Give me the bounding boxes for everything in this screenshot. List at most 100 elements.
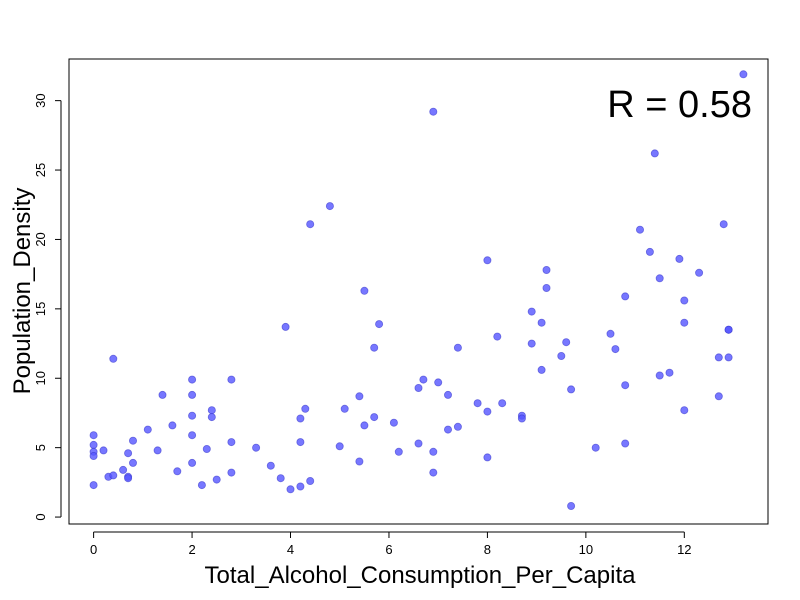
data-point xyxy=(429,468,438,477)
data-point xyxy=(296,414,305,423)
data-point xyxy=(158,390,167,399)
data-point xyxy=(355,457,364,466)
x-tick-label: 6 xyxy=(385,542,392,557)
x-tick-label: 12 xyxy=(677,542,691,557)
data-point xyxy=(473,399,482,408)
plot-frame xyxy=(68,58,769,525)
data-point xyxy=(567,385,576,394)
points-layer xyxy=(89,70,748,510)
data-point xyxy=(89,451,98,460)
data-point xyxy=(188,390,197,399)
data-point xyxy=(483,453,492,462)
data-point xyxy=(443,390,452,399)
data-point xyxy=(695,268,704,277)
data-point xyxy=(724,353,733,362)
data-point xyxy=(296,438,305,447)
data-point xyxy=(680,296,689,305)
data-point xyxy=(714,392,723,401)
data-point xyxy=(296,482,305,491)
data-point xyxy=(212,475,221,484)
data-point xyxy=(128,458,137,467)
data-point xyxy=(483,256,492,265)
data-point xyxy=(557,351,566,360)
y-axis-title: Population_Density xyxy=(9,188,36,395)
data-point xyxy=(188,458,197,467)
data-point xyxy=(227,468,236,477)
data-point xyxy=(645,247,654,256)
data-point xyxy=(188,375,197,384)
data-point xyxy=(394,447,403,456)
data-point xyxy=(89,440,98,449)
data-point xyxy=(197,481,206,490)
data-point xyxy=(306,476,315,485)
data-point xyxy=(650,149,659,158)
data-point xyxy=(153,446,162,455)
data-point xyxy=(340,404,349,413)
data-point xyxy=(606,329,615,338)
data-point xyxy=(621,439,630,448)
y-tick-label: 30 xyxy=(33,93,48,107)
data-point xyxy=(414,439,423,448)
data-point xyxy=(739,70,748,79)
data-point xyxy=(143,425,152,434)
data-point xyxy=(517,414,526,423)
data-point xyxy=(567,501,576,510)
data-point xyxy=(119,465,128,474)
x-tick-label: 0 xyxy=(90,542,97,557)
data-point xyxy=(483,407,492,416)
y-tick-label: 25 xyxy=(33,163,48,177)
data-point xyxy=(168,421,177,430)
data-point xyxy=(389,418,398,427)
data-point xyxy=(621,292,630,301)
correlation-annotation: R = 0.58 xyxy=(607,84,752,126)
data-point xyxy=(109,471,118,480)
data-point xyxy=(281,322,290,331)
data-point xyxy=(591,443,600,452)
data-point xyxy=(202,444,211,453)
data-point xyxy=(443,425,452,434)
data-point xyxy=(109,354,118,363)
data-point xyxy=(724,325,733,334)
data-point xyxy=(611,345,620,354)
data-point xyxy=(286,485,295,494)
data-point xyxy=(360,286,369,295)
data-point xyxy=(124,449,133,458)
x-tick-label: 10 xyxy=(579,542,593,557)
data-point xyxy=(89,481,98,490)
data-point xyxy=(419,375,428,384)
x-tick-label: 8 xyxy=(484,542,491,557)
data-point xyxy=(188,431,197,440)
data-point xyxy=(128,436,137,445)
data-point xyxy=(655,274,664,283)
data-point xyxy=(537,318,546,327)
data-point xyxy=(453,343,462,352)
data-point xyxy=(493,332,502,341)
data-point xyxy=(301,404,310,413)
data-point xyxy=(537,365,546,374)
data-point xyxy=(680,318,689,327)
data-point xyxy=(276,474,285,483)
data-point xyxy=(434,378,443,387)
data-point xyxy=(680,406,689,415)
data-point xyxy=(355,392,364,401)
data-point xyxy=(527,339,536,348)
data-point xyxy=(188,411,197,420)
x-axis-title: Total_Alcohol_Consumption_Per_Capita xyxy=(205,562,637,589)
data-point xyxy=(227,438,236,447)
data-point xyxy=(99,446,108,455)
data-point xyxy=(429,447,438,456)
data-point xyxy=(719,220,728,229)
data-point xyxy=(498,399,507,408)
data-point xyxy=(542,283,551,292)
data-point xyxy=(89,431,98,440)
data-point xyxy=(173,467,182,476)
x-tick-label: 4 xyxy=(287,542,294,557)
data-point xyxy=(562,338,571,347)
data-point xyxy=(636,225,645,234)
y-tick-label: 0 xyxy=(33,513,48,520)
data-point xyxy=(207,413,216,422)
y-tick-label: 10 xyxy=(33,371,48,385)
data-point xyxy=(306,220,315,229)
data-point xyxy=(665,368,674,377)
